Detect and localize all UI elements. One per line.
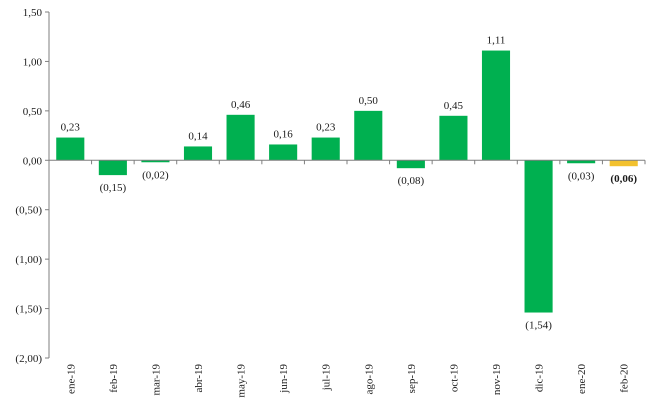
- x-tick-label: jul-19: [321, 364, 333, 392]
- bar-ago-19: [354, 110, 383, 161]
- bar-jun-19: [269, 144, 298, 161]
- data-label-sep-19: (0,08): [398, 175, 425, 187]
- bar-feb-19: [98, 160, 127, 176]
- bar-feb-20: [609, 160, 638, 167]
- y-tick-label: (1,50): [15, 304, 42, 316]
- bar-sep-19: [396, 160, 425, 169]
- bar-dic-19: [524, 160, 553, 313]
- data-label-ago-19: 0,50: [359, 95, 379, 107]
- data-label-feb-19: (0,15): [100, 182, 127, 194]
- x-tick-label: feb-20: [619, 364, 631, 393]
- data-label-jul-19: 0,23: [316, 122, 336, 134]
- y-tick-label: (2,00): [15, 353, 42, 365]
- data-label-oct-19: 0,45: [444, 100, 464, 112]
- data-label-may-19: 0,46: [231, 99, 251, 111]
- data-label-feb-20: (0,06): [610, 173, 637, 185]
- y-tick-label: 0,50: [23, 106, 43, 118]
- x-tick-label: mar-19: [150, 364, 162, 396]
- y-tick-label: 1,50: [23, 7, 43, 19]
- x-axis-ticks: ene-19 feb-19 mar-19 abr-19 may-19 jun-19 jul-…: [65, 160, 646, 398]
- y-tick-label: (1,00): [15, 254, 42, 266]
- x-tick-label: abr-19: [193, 364, 205, 393]
- x-tick-label: feb-19: [108, 364, 120, 393]
- y-tick-label: 1,00: [23, 56, 43, 68]
- x-tick-label: sep-19: [406, 364, 418, 394]
- bar-may-19: [226, 114, 255, 161]
- data-label-abr-19: 0,14: [188, 130, 208, 142]
- data-label-jun-19: 0,16: [274, 128, 294, 140]
- bar-mar-19: [141, 160, 170, 163]
- bar-nov-19: [481, 50, 511, 161]
- data-label-ene-20: (0,03): [568, 170, 595, 182]
- x-tick-label: ene-19: [65, 364, 77, 394]
- bars: [56, 50, 638, 313]
- y-tick-label: 0,00: [23, 155, 43, 167]
- x-tick-label: jun-19: [278, 364, 290, 394]
- x-tick-label: may-19: [236, 364, 248, 398]
- bar-ene-20: [567, 160, 596, 164]
- x-tick-label: ago-19: [363, 364, 375, 395]
- data-label-dic-19: (1,54): [525, 320, 552, 332]
- data-label-ene-19: 0,23: [61, 122, 81, 134]
- bar-ene-19: [56, 137, 85, 161]
- x-tick-label: oct-19: [448, 364, 460, 393]
- data-label-mar-19: (0,02): [142, 169, 169, 181]
- bar-abr-19: [183, 146, 213, 161]
- bar-jul-19: [311, 137, 340, 161]
- data-label-nov-19: 1,11: [487, 35, 506, 47]
- data-labels: 0,23 (0,15) (0,02) 0,14 0,46 0,16 0,23 0,50 (0,0…: [61, 35, 638, 332]
- y-axis-ticks: 1,50 1,00 0,50 0,00 (0,50) (1,00) (1,50) (2,00): [15, 7, 49, 365]
- x-tick-label: dic-19: [534, 364, 546, 393]
- y-tick-label: (0,50): [15, 205, 42, 217]
- x-tick-label: nov-19: [491, 364, 503, 396]
- bar-oct-19: [439, 115, 468, 161]
- x-tick-label: ene-20: [576, 364, 588, 394]
